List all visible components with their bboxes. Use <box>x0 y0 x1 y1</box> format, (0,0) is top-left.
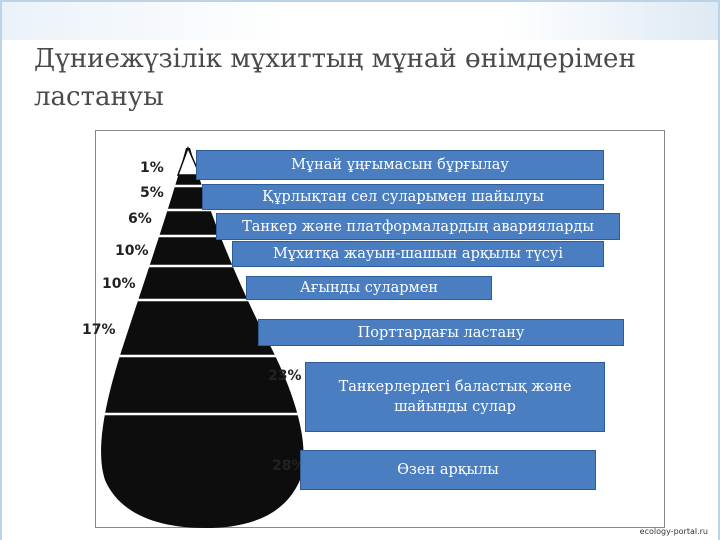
source-label-7: Танкерлердегі баластық және шайынды сула… <box>305 362 605 432</box>
source-label-6: Порттардағы ластану <box>258 319 624 346</box>
percent-label-8: 28% <box>272 458 306 474</box>
percent-label-7: 23% <box>268 368 302 384</box>
percent-label-4: 10% <box>115 243 149 259</box>
header-decoration <box>0 0 720 40</box>
percent-label-2: 5% <box>140 185 164 201</box>
frame-right-line <box>718 0 720 540</box>
source-label-8: Өзен арқылы <box>300 450 596 490</box>
slide-title: Дүниежүзілік мұхиттың мұнай өнімдерімен … <box>34 44 636 112</box>
source-label-5: Ағынды сулармен <box>246 276 492 300</box>
watermark-text: ecology-portal.ru <box>639 527 708 536</box>
frame-top-line <box>0 0 720 2</box>
source-label-4: Мұхитқа жауын-шашын арқылы түсуі <box>232 241 604 267</box>
drop-tip <box>176 146 202 176</box>
source-label-2: Құрлықтан сел суларымен шайылуы <box>202 184 604 210</box>
source-label-1: Мұнай ұңғымасын бұрғылау <box>196 150 604 180</box>
percent-label-1: 1% <box>140 160 164 176</box>
oil-drop-shape <box>101 148 304 528</box>
frame-left-line <box>0 0 2 540</box>
source-label-3: Танкер және платформалардың аварияларды <box>216 213 620 240</box>
percent-label-5: 10% <box>102 276 136 292</box>
percent-label-6: 17% <box>82 322 116 338</box>
percent-label-3: 6% <box>128 211 152 227</box>
